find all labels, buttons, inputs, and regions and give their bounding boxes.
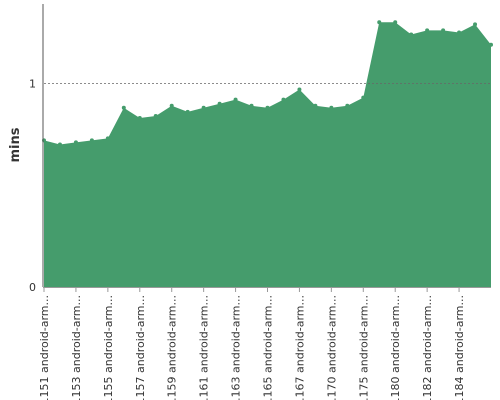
y-axis-label: mins — [8, 127, 23, 162]
area-series — [44, 22, 491, 287]
data-point — [89, 138, 94, 143]
data-point — [73, 140, 78, 145]
data-point — [361, 95, 366, 100]
plot-area — [42, 4, 493, 288]
data-point — [281, 97, 286, 102]
y-tick-label: 0 — [29, 281, 36, 294]
x-tick-label: #1165 android-arm... — [262, 295, 275, 400]
x-tick-label: #1161 android-arm... — [198, 295, 211, 400]
x-tick-label: #1155 android-arm... — [102, 295, 115, 400]
data-point — [105, 136, 110, 141]
data-point — [457, 30, 462, 35]
x-tick-label: #1157 android-arm... — [134, 295, 147, 400]
data-point — [489, 42, 493, 47]
data-point — [377, 20, 382, 25]
x-tick-label: #1159 android-arm... — [166, 295, 179, 400]
data-point — [137, 115, 142, 120]
data-point — [201, 105, 206, 110]
x-tick-label: #1163 android-arm... — [230, 295, 243, 400]
x-tick-label: #1175 android-arm... — [357, 295, 370, 400]
x-axis-ticks: #1151 android-arm... #1153 android-arm...… — [38, 287, 466, 400]
y-tick-label: 1 — [29, 77, 36, 90]
data-point — [313, 103, 318, 108]
data-point — [409, 32, 414, 37]
data-point — [425, 28, 430, 33]
data-point — [345, 103, 350, 108]
data-point — [169, 103, 174, 108]
data-point — [217, 101, 222, 106]
x-tick-label: #1151 android-arm... — [38, 295, 51, 400]
data-point — [265, 105, 270, 110]
x-tick-label: #1170 android-arm... — [325, 295, 338, 400]
data-point — [473, 22, 478, 27]
data-point — [233, 97, 238, 102]
data-point — [441, 28, 446, 33]
x-tick-label: #1182 android-arm... — [421, 295, 434, 400]
data-point — [57, 142, 62, 147]
data-point — [153, 113, 158, 118]
x-tick-label: #1153 android-arm... — [70, 295, 83, 400]
x-tick-label: #1167 android-arm... — [293, 295, 306, 400]
x-tick-label: #1184 android-arm... — [453, 295, 466, 400]
data-point — [185, 109, 190, 114]
data-point — [249, 103, 254, 108]
data-point — [393, 20, 398, 25]
x-tick-label: #1180 android-arm... — [389, 295, 402, 400]
data-point — [297, 87, 302, 92]
data-point — [121, 105, 126, 110]
y-axis-ticks: 01 — [29, 77, 36, 294]
data-point — [329, 105, 334, 110]
